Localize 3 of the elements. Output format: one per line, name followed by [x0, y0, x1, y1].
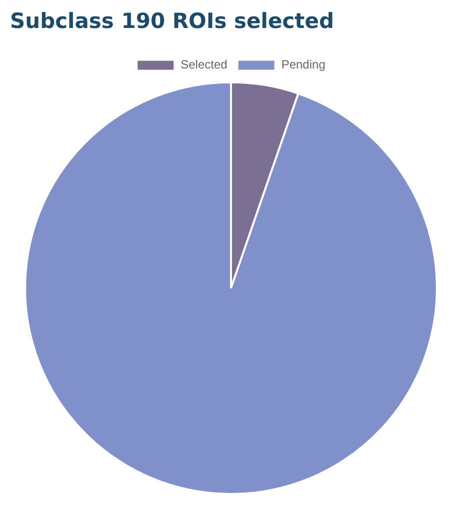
legend-label: Selected	[180, 58, 228, 72]
chart-title: Subclass 190 ROIs selected	[10, 9, 334, 34]
legend-label: Pending	[281, 58, 326, 72]
